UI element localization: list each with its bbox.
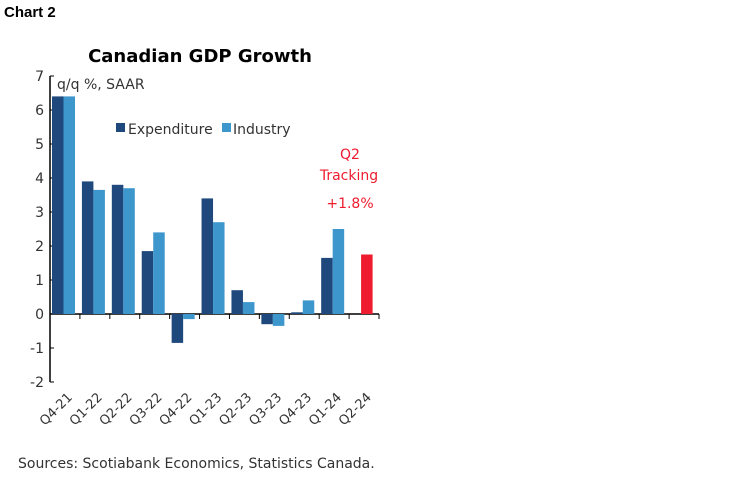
bar-industry: [153, 232, 165, 314]
bar-industry: [302, 300, 315, 314]
bar-q2-tracking: [361, 254, 373, 314]
x-tick-label: Q2-23: [217, 390, 256, 429]
annotation-line-2: Tracking: [319, 168, 378, 184]
bar-expenditure: [52, 96, 64, 315]
annotation: Q2 Tracking +1.8%: [319, 147, 378, 212]
bar-industry: [242, 302, 255, 314]
chart-title: Canadian GDP Growth: [88, 46, 312, 67]
x-tick-label: Q4-23: [276, 390, 315, 429]
bar-industry: [123, 188, 135, 314]
bar-industry: [213, 222, 225, 314]
x-tick-label: Q3-22: [127, 390, 166, 429]
x-tick-label: Q2-24: [336, 390, 375, 429]
bar-expenditure: [111, 184, 124, 314]
annotation-line-3: +1.8%: [326, 196, 373, 212]
legend-swatch-expenditure: [116, 123, 125, 132]
bar-expenditure: [201, 198, 214, 314]
y-tick-label: 4: [35, 171, 44, 187]
legend-label-expenditure: Expenditure: [128, 122, 213, 138]
legend-swatch-industry: [222, 123, 231, 132]
y-tick-label: 1: [35, 273, 44, 289]
legend-label-industry: Industry: [233, 122, 291, 138]
x-tick-label: Q4-21: [37, 390, 76, 429]
bar-industry: [272, 314, 285, 326]
bar-expenditure: [141, 251, 154, 314]
bar-expenditure: [291, 312, 303, 314]
y-tick-label: 3: [35, 205, 44, 221]
x-tick-label: Q2-22: [97, 390, 136, 429]
x-tick-label: Q1-23: [187, 390, 226, 429]
bar-expenditure: [171, 314, 184, 343]
chart-caption: Chart 2: [4, 4, 56, 21]
bar-expenditure: [261, 314, 273, 325]
x-tick-label: Q4-22: [157, 390, 196, 429]
bar-industry: [183, 314, 195, 320]
source-note: Sources: Scotiabank Economics, Statistic…: [18, 456, 375, 472]
y-tick-label: -2: [30, 375, 44, 391]
y-tick-label: 2: [35, 239, 44, 255]
bar-industry: [93, 189, 105, 314]
y-tick-label: 5: [35, 137, 44, 153]
y-axis-label: q/q %, SAAR: [57, 77, 145, 93]
bar-industry: [63, 96, 75, 315]
y-tick-label: 7: [35, 69, 44, 85]
x-tick-label: Q1-24: [306, 390, 345, 429]
y-tick-label: 0: [35, 307, 44, 323]
x-tick-label: Q3-23: [246, 390, 285, 429]
bar-expenditure: [81, 181, 94, 314]
y-tick-label: -1: [30, 341, 44, 357]
bar-expenditure: [231, 290, 243, 314]
x-tick-label: Q1-22: [67, 390, 106, 429]
bar-industry: [332, 229, 345, 314]
bar-expenditure: [321, 257, 333, 314]
annotation-line-1: Q2: [340, 147, 360, 163]
y-tick-label: 6: [35, 103, 44, 119]
legend: Expenditure Industry: [116, 122, 291, 138]
